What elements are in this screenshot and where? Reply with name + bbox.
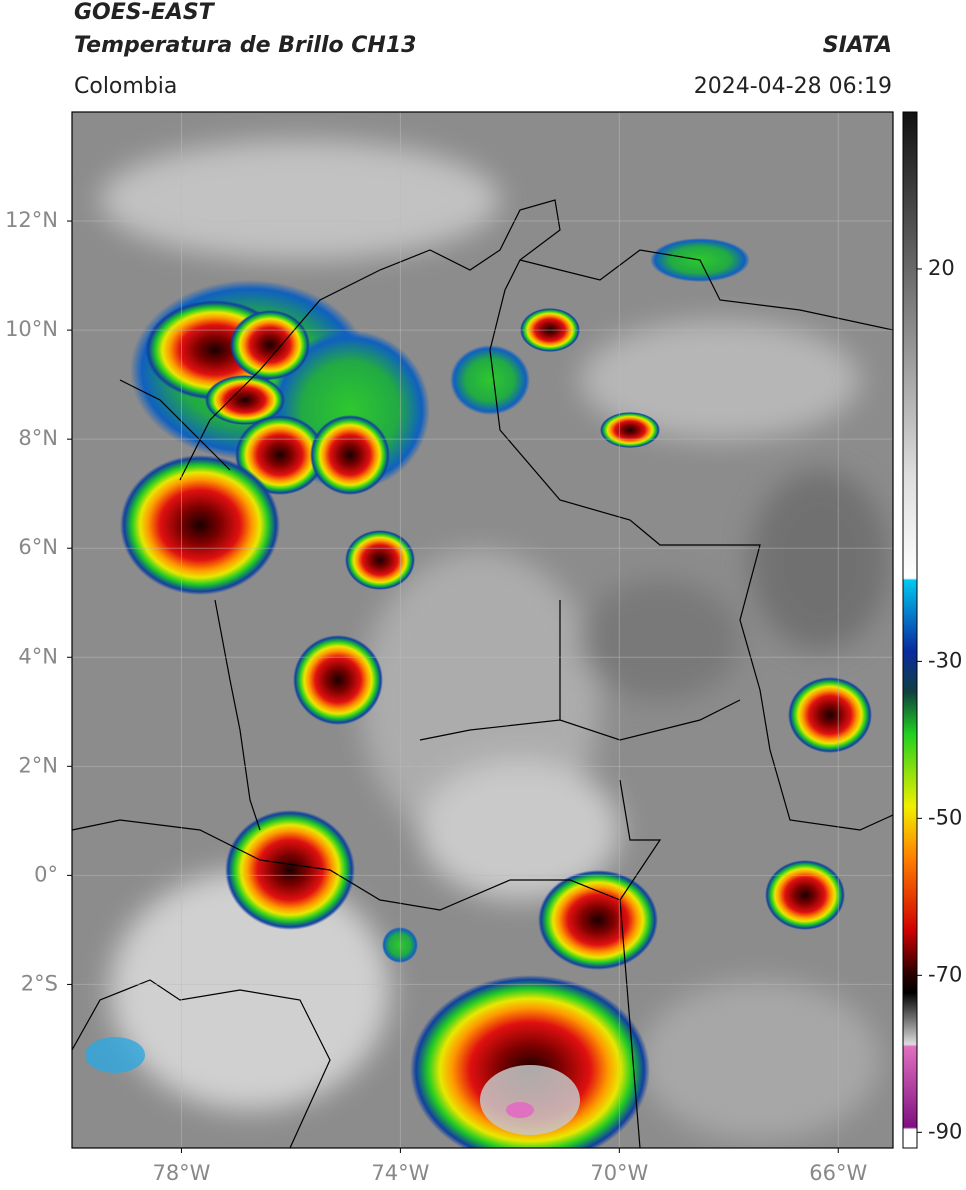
datetime: 2024-04-28 06:19: [694, 74, 892, 99]
region: Colombia: [74, 74, 177, 99]
x-tick-label: 74°W: [371, 1161, 429, 1185]
y-tick-label: 2°S: [21, 971, 58, 995]
borders: [72, 199, 893, 1148]
map-frame: [71, 111, 894, 1149]
y-tick-label: 0°: [34, 862, 58, 886]
colorbar-tick-label: -50: [928, 805, 962, 829]
y-tick-label: 4°N: [18, 644, 58, 668]
source: SIATA: [823, 33, 892, 58]
colorbar: [902, 111, 918, 1149]
y-tick-label: 10°N: [5, 317, 58, 341]
satellite-image: [72, 112, 893, 1148]
y-tick-label: 6°N: [18, 535, 58, 559]
y-tick-label: 8°N: [18, 426, 58, 450]
y-tick-label: 12°N: [5, 208, 58, 232]
x-tick-label: 70°W: [590, 1161, 648, 1185]
x-tick-label: 78°W: [152, 1161, 210, 1185]
colorbar-tick-label: -30: [928, 648, 962, 672]
x-tick-label: 66°W: [809, 1161, 867, 1185]
colorbar-tick-label: 20: [928, 256, 955, 280]
colorbar-tick-label: -70: [928, 962, 962, 986]
storm-cells: [85, 238, 872, 1148]
colorbar-tick-label: -90: [928, 1119, 962, 1143]
gridlines: [72, 112, 893, 1148]
y-tick-label: 2°N: [18, 753, 58, 777]
title: GOES-EAST: [74, 0, 216, 25]
subtitle: Temperatura de Brillo CH13: [74, 33, 416, 58]
